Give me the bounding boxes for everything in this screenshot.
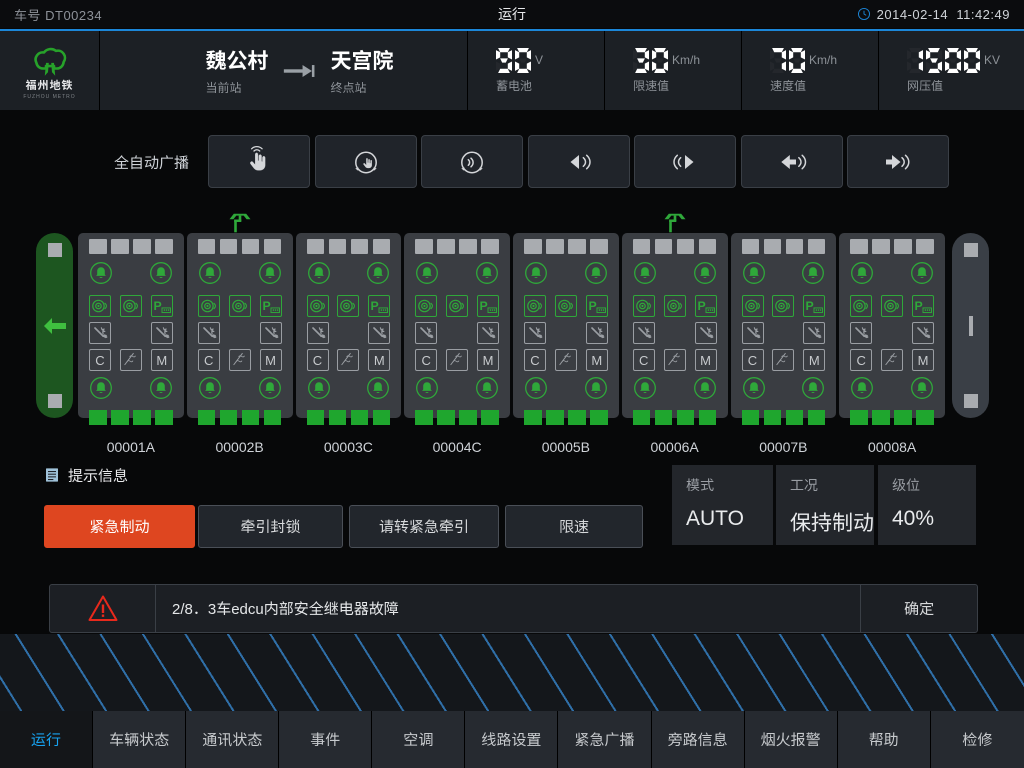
svg-text:P: P bbox=[480, 299, 488, 313]
svg-text:P: P bbox=[262, 299, 270, 313]
svg-text:P: P bbox=[371, 299, 379, 313]
svg-text:P: P bbox=[697, 299, 705, 313]
svg-text:P: P bbox=[915, 299, 923, 313]
svg-text:P: P bbox=[806, 299, 814, 313]
svg-text:P: P bbox=[588, 299, 596, 313]
svg-text:P: P bbox=[153, 299, 161, 313]
